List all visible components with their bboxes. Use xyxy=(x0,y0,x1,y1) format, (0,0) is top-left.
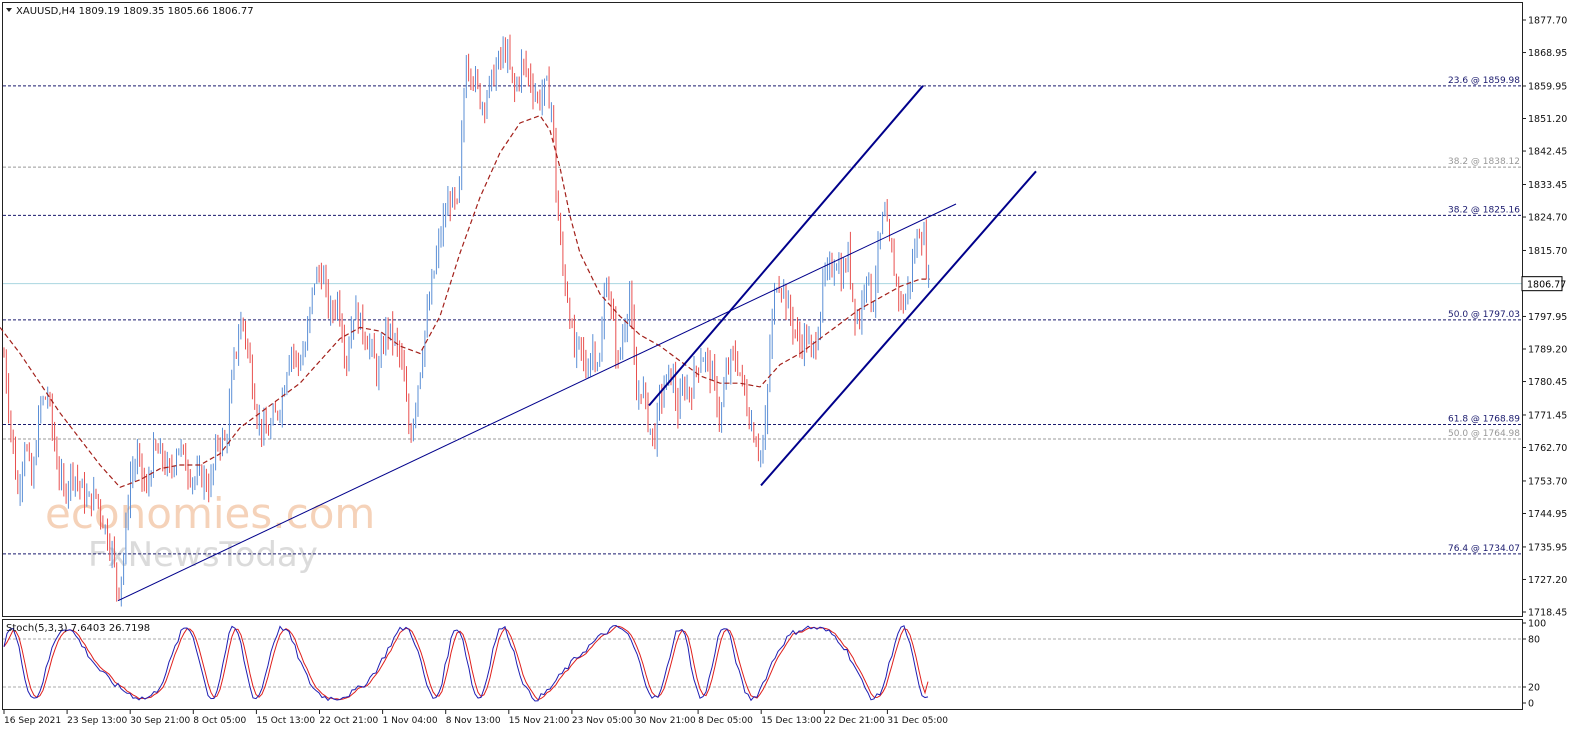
price-tick-label: 1727.20 xyxy=(1528,575,1567,586)
trendline[interactable] xyxy=(648,85,924,407)
time-tick-label: 22 Dec 21:00 xyxy=(824,716,885,726)
stoch-panel[interactable] xyxy=(2,619,1523,710)
time-tick-label: 8 Nov 13:00 xyxy=(446,716,501,726)
dropdown-triangle-icon[interactable] xyxy=(6,8,12,12)
watermark-fxnewstoday: FxNewsToday xyxy=(88,535,318,575)
stoch-header: Stoch(5,3,3) 7.6403 26.7198 xyxy=(6,623,150,634)
price-tick-label: 1824.70 xyxy=(1528,213,1567,224)
stoch-tick-label: 100 xyxy=(1528,619,1546,630)
time-tick-label: 23 Sep 13:00 xyxy=(67,716,127,726)
fib-level-label: 76.4 @ 1734.07 xyxy=(1448,544,1520,554)
price-tick-label: 1735.95 xyxy=(1528,542,1567,553)
price-tick-label: 1771.45 xyxy=(1528,410,1567,421)
stoch-main-line xyxy=(3,624,929,702)
trendline[interactable] xyxy=(760,170,1037,487)
time-tick-label: 15 Oct 13:00 xyxy=(256,716,315,726)
main-panel[interactable] xyxy=(2,2,1523,617)
price-tick-label: 1718.45 xyxy=(1528,608,1567,619)
time-tick-label: 1 Nov 04:00 xyxy=(383,716,438,726)
time-tick-label: 8 Dec 05:00 xyxy=(698,716,753,726)
price-tick-label: 1833.45 xyxy=(1528,180,1567,191)
stoch-signal-line xyxy=(3,625,929,701)
current-price-label: 1806.77 xyxy=(1527,280,1566,291)
time-tick-label: 30 Nov 21:00 xyxy=(635,716,696,726)
price-tick-label: 1753.70 xyxy=(1528,476,1567,487)
price-tick-label: 1780.45 xyxy=(1528,377,1567,388)
price-tick-label: 1815.70 xyxy=(1528,246,1567,257)
price-tick-label: 1744.95 xyxy=(1528,509,1567,520)
stoch-tick-label: 20 xyxy=(1528,683,1540,694)
time-tick-label: 8 Oct 05:00 xyxy=(193,716,246,726)
price-tick-label: 1797.95 xyxy=(1528,312,1567,323)
time-tick-label: 16 Sep 2021 xyxy=(4,716,61,726)
time-tick-label: 30 Sep 21:00 xyxy=(130,716,190,726)
symbol-header: XAUUSD,H4 1809.19 1809.35 1805.66 1806.7… xyxy=(16,6,254,17)
fib-level-label: 38.2 @ 1838.12 xyxy=(1448,157,1520,167)
time-tick-label: 15 Dec 13:00 xyxy=(761,716,822,726)
trendline[interactable] xyxy=(117,203,957,602)
time-tick-label: 31 Dec 05:00 xyxy=(887,716,948,726)
fib-level-label: 23.6 @ 1859.98 xyxy=(1448,76,1520,86)
watermark-economies: economies.com xyxy=(45,489,375,538)
price-tick-label: 1877.70 xyxy=(1528,16,1567,27)
moving-average-line xyxy=(0,114,930,488)
fib-level-label: 38.2 @ 1825.16 xyxy=(1448,205,1520,215)
stoch-tick-label: 0 xyxy=(1528,699,1534,710)
fib-level-label: 61.8 @ 1768.89 xyxy=(1448,414,1520,424)
fib-level-label: 50.0 @ 1797.03 xyxy=(1448,310,1520,320)
price-tick-label: 1789.20 xyxy=(1528,344,1567,355)
fib-level-label: 50.0 @ 1764.98 xyxy=(1448,429,1520,439)
stoch-tick-label: 80 xyxy=(1528,635,1540,646)
time-tick-label: 22 Oct 21:00 xyxy=(320,716,379,726)
time-tick-label: 15 Nov 21:00 xyxy=(509,716,570,726)
price-tick-label: 1842.45 xyxy=(1528,147,1567,158)
time-tick-label: 23 Nov 05:00 xyxy=(572,716,633,726)
price-tick-label: 1851.20 xyxy=(1528,114,1567,125)
price-tick-label: 1868.95 xyxy=(1528,48,1567,59)
current-price-box xyxy=(1521,276,1563,292)
price-tick-label: 1762.70 xyxy=(1528,443,1567,454)
price-tick-label: 1859.95 xyxy=(1528,81,1567,92)
